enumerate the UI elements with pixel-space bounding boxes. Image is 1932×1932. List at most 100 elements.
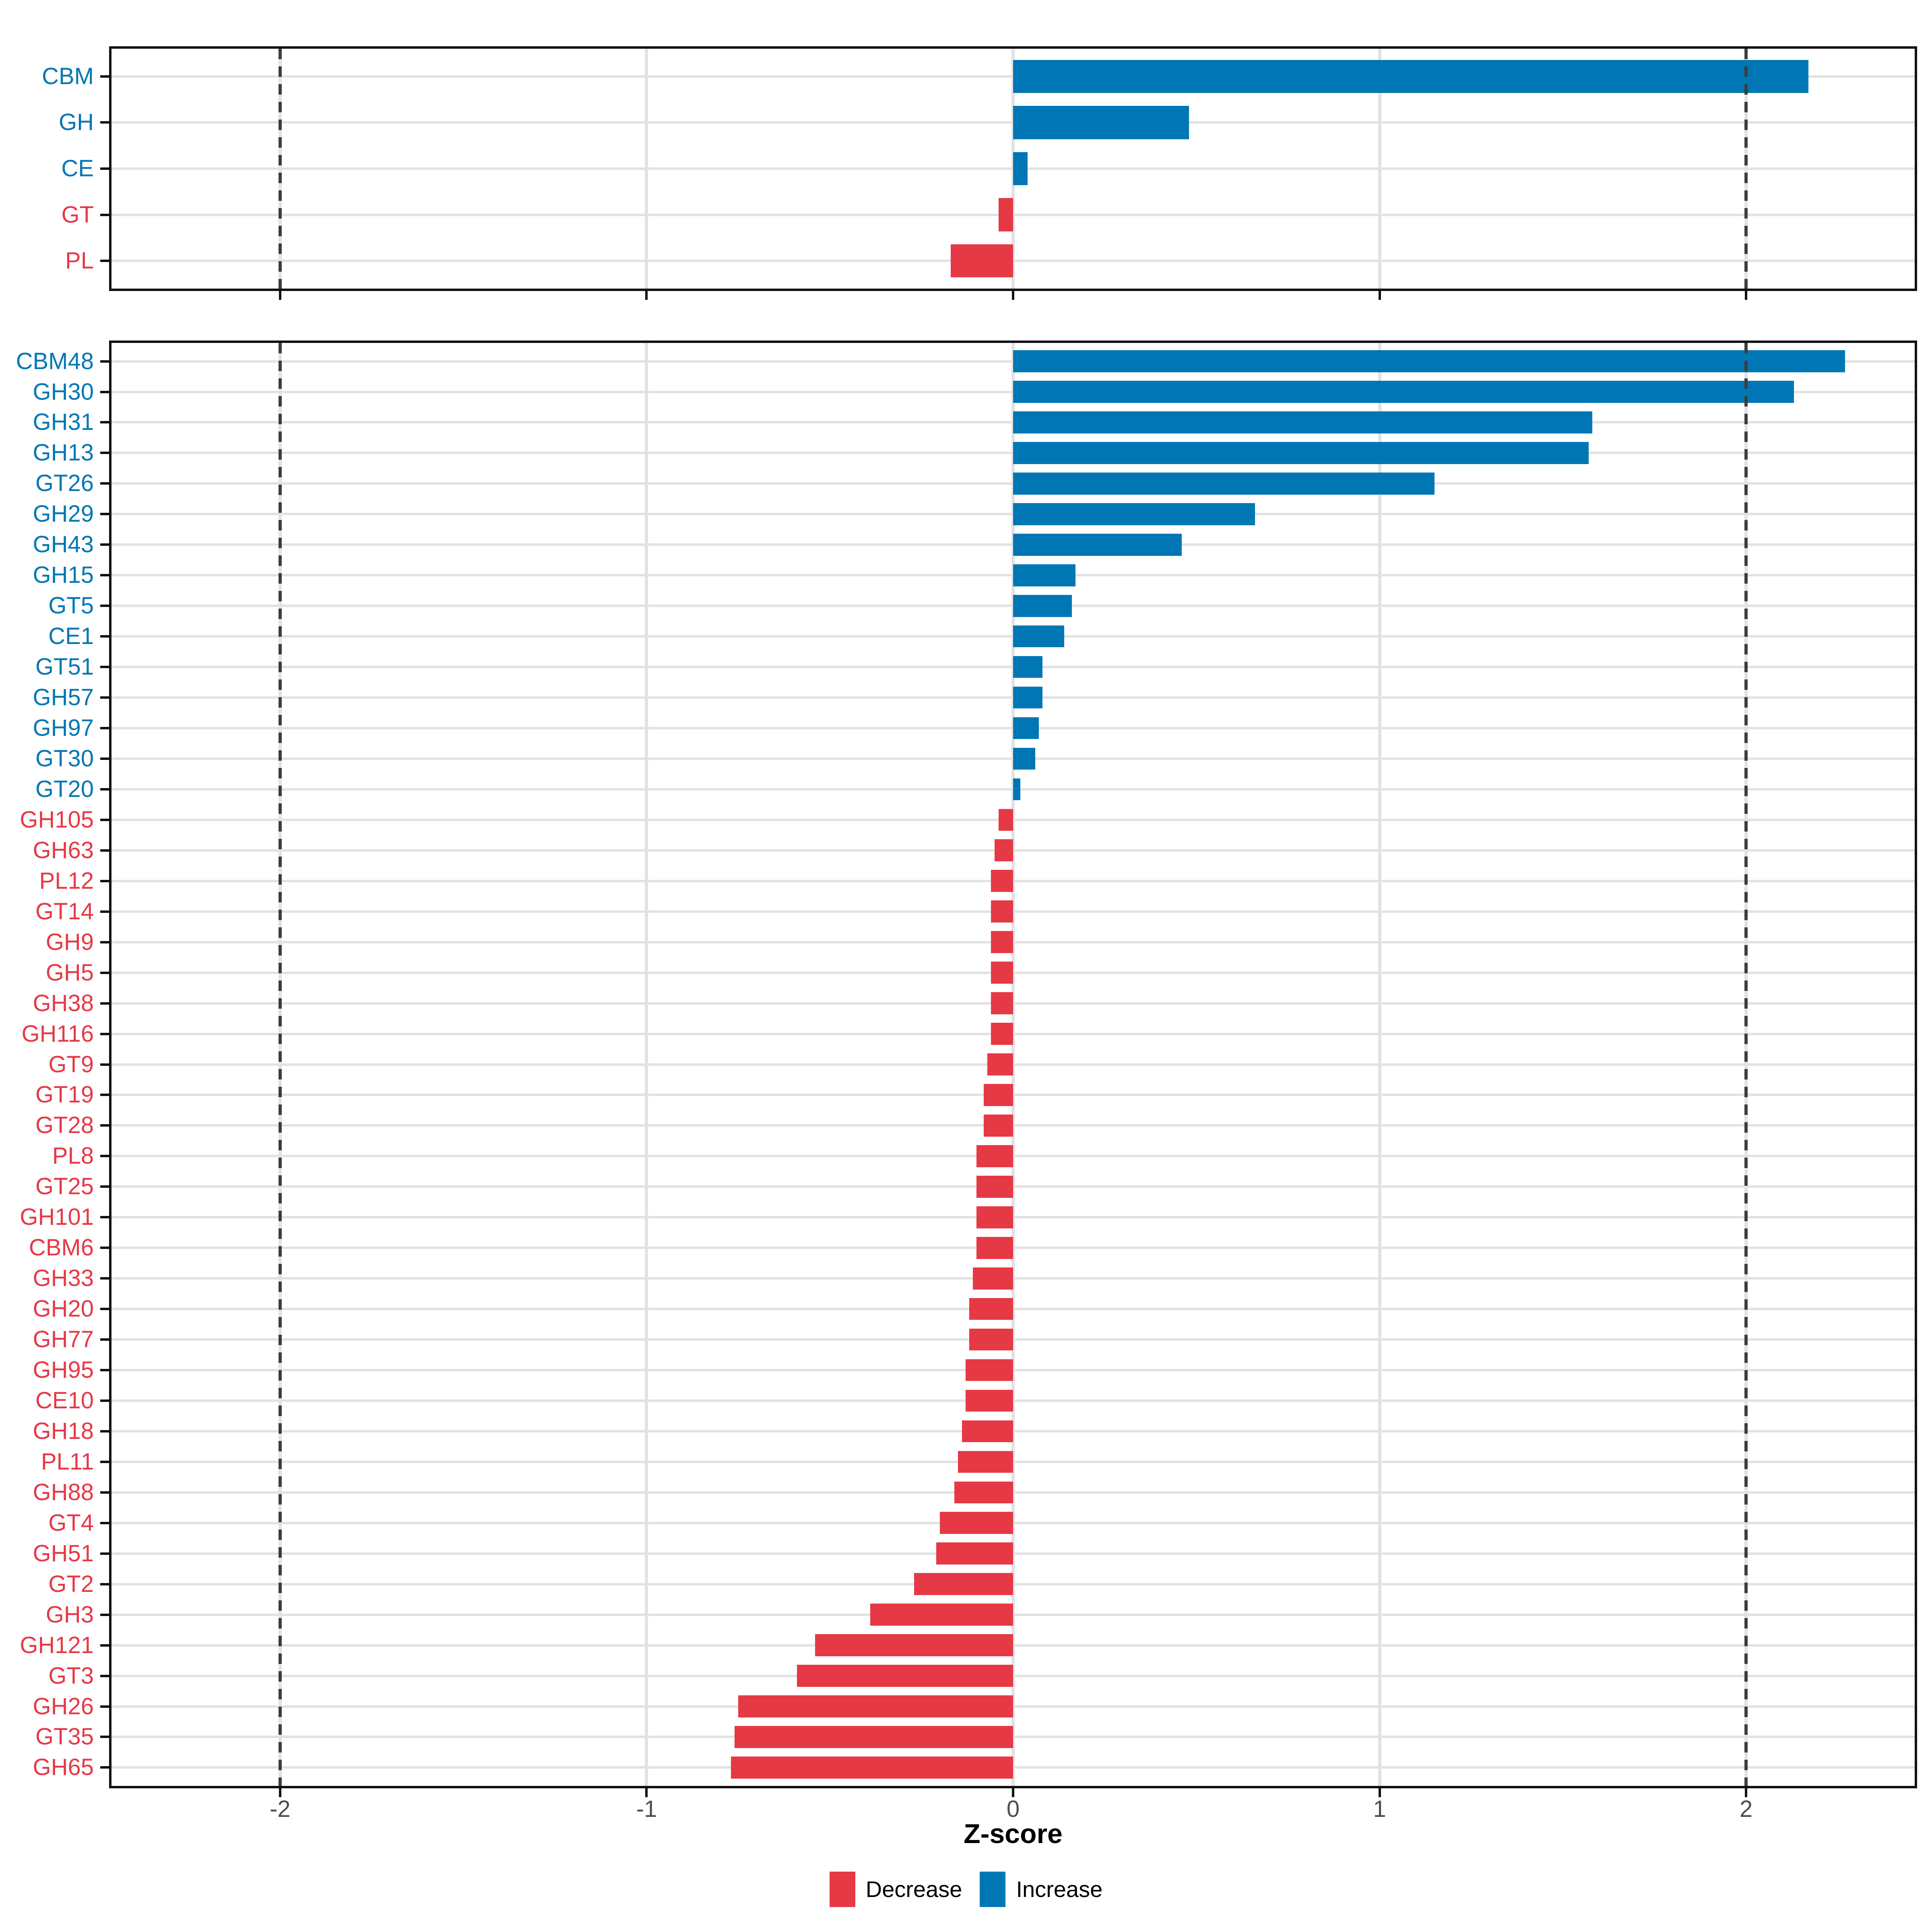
y-axis-label-GH116: GH116 bbox=[21, 1020, 94, 1047]
y-axis-label-GT: GT bbox=[61, 201, 94, 228]
bar-GH38 bbox=[991, 992, 1013, 1014]
legend-item-increase: Increase bbox=[980, 1872, 1102, 1907]
y-tick-mark bbox=[100, 121, 109, 124]
y-axis-label-GH88: GH88 bbox=[33, 1479, 94, 1505]
x-tick-label: -2 bbox=[270, 1796, 291, 1822]
y-axis-label-GT2: GT2 bbox=[48, 1571, 94, 1597]
y-axis-label-GH105: GH105 bbox=[20, 806, 94, 833]
bar-GH9 bbox=[991, 931, 1013, 953]
y-gridline bbox=[111, 1583, 1915, 1585]
y-gridline bbox=[111, 941, 1915, 943]
y-tick-mark bbox=[100, 1552, 109, 1555]
x-tick-mark bbox=[645, 1788, 648, 1797]
y-axis-label-PL: PL bbox=[65, 248, 94, 274]
y-tick-mark bbox=[100, 1216, 109, 1219]
x-tick-mark bbox=[1378, 1788, 1381, 1797]
y-tick-mark bbox=[100, 879, 109, 882]
y-axis-label-GH13: GH13 bbox=[33, 440, 94, 466]
y-axis-label-GH20: GH20 bbox=[33, 1296, 94, 1322]
y-gridline bbox=[111, 1491, 1915, 1494]
y-axis-label-GH29: GH29 bbox=[33, 501, 94, 527]
y-tick-mark bbox=[100, 1521, 109, 1524]
bar-GT30 bbox=[1013, 747, 1035, 770]
bar-PL11 bbox=[958, 1451, 1013, 1473]
y-tick-mark bbox=[100, 213, 109, 216]
x-tick-mark bbox=[1012, 1788, 1014, 1797]
bar-GH bbox=[1013, 106, 1189, 139]
y-gridline bbox=[111, 1063, 1915, 1066]
y-tick-mark bbox=[100, 849, 109, 852]
bar-GT25 bbox=[976, 1175, 1013, 1198]
x-tick-label: 1 bbox=[1373, 1796, 1386, 1822]
y-gridline bbox=[111, 1185, 1915, 1188]
bar-CE10 bbox=[965, 1389, 1013, 1412]
x-tick-label: 0 bbox=[1006, 1796, 1020, 1822]
y-gridline bbox=[111, 1094, 1915, 1096]
y-axis-label-GT19: GT19 bbox=[35, 1082, 94, 1108]
x-tick-mark bbox=[1378, 291, 1381, 300]
dashed-refline bbox=[278, 343, 282, 1786]
y-gridline bbox=[111, 1308, 1915, 1311]
y-gridline bbox=[111, 260, 1915, 262]
bar-GT9 bbox=[987, 1053, 1013, 1075]
y-axis-label-CBM6: CBM6 bbox=[29, 1234, 94, 1261]
y-tick-mark bbox=[100, 1460, 109, 1463]
y-tick-mark bbox=[100, 1766, 109, 1769]
y-tick-mark bbox=[100, 360, 109, 363]
y-tick-mark bbox=[100, 1644, 109, 1647]
y-axis-label-GT30: GT30 bbox=[35, 745, 94, 772]
y-axis-label-GT25: GT25 bbox=[35, 1173, 94, 1200]
bar-GH101 bbox=[976, 1206, 1013, 1228]
y-axis-label-GH: GH bbox=[59, 109, 94, 136]
y-tick-mark bbox=[100, 1674, 109, 1677]
bar-GT20 bbox=[1013, 778, 1021, 801]
bar-GH97 bbox=[1013, 717, 1039, 739]
y-axis-label-GH77: GH77 bbox=[33, 1326, 94, 1353]
y-gridline bbox=[111, 1430, 1915, 1432]
bar-PL8 bbox=[976, 1145, 1013, 1167]
y-gridline bbox=[111, 1155, 1915, 1158]
legend-key-increase bbox=[980, 1872, 1006, 1907]
bar-GH18 bbox=[962, 1420, 1013, 1443]
y-gridline bbox=[111, 1124, 1915, 1127]
y-gridline bbox=[111, 818, 1915, 821]
y-axis-label-CE: CE bbox=[61, 155, 94, 182]
y-tick-mark bbox=[100, 452, 109, 454]
y-axis-label-GH3: GH3 bbox=[45, 1601, 94, 1628]
y-tick-mark bbox=[100, 1277, 109, 1280]
bar-GT3 bbox=[797, 1665, 1013, 1687]
y-tick-mark bbox=[100, 696, 109, 699]
y-tick-mark bbox=[100, 421, 109, 424]
y-tick-mark bbox=[100, 543, 109, 546]
x-tick-mark bbox=[279, 1788, 281, 1797]
y-axis-label-GT35: GT35 bbox=[35, 1724, 94, 1750]
bar-GH3 bbox=[870, 1604, 1013, 1626]
y-axis-label-GH43: GH43 bbox=[33, 531, 94, 558]
y-tick-mark bbox=[100, 1583, 109, 1585]
y-tick-mark bbox=[100, 1124, 109, 1127]
y-tick-mark bbox=[100, 1736, 109, 1738]
y-tick-mark bbox=[100, 390, 109, 393]
y-tick-mark bbox=[100, 1705, 109, 1708]
y-gridline bbox=[111, 971, 1915, 974]
dashed-refline bbox=[1744, 49, 1748, 289]
y-axis-label-CE1: CE1 bbox=[48, 623, 94, 650]
bar-GH77 bbox=[969, 1328, 1013, 1351]
bar-CBM6 bbox=[976, 1236, 1013, 1259]
bar-CBM48 bbox=[1013, 350, 1845, 372]
y-gridline bbox=[111, 1032, 1915, 1035]
legend-item-decrease: Decrease bbox=[829, 1872, 962, 1907]
y-axis-label-PL8: PL8 bbox=[52, 1143, 94, 1169]
y-tick-mark bbox=[100, 941, 109, 943]
bar-GH20 bbox=[969, 1298, 1013, 1320]
y-tick-mark bbox=[100, 75, 109, 78]
y-axis-label-CBM48: CBM48 bbox=[16, 348, 94, 374]
y-tick-mark bbox=[100, 1247, 109, 1249]
y-axis-label-GH97: GH97 bbox=[33, 715, 94, 741]
bar-GH31 bbox=[1013, 411, 1592, 433]
legend-label-increase: Increase bbox=[1016, 1876, 1103, 1902]
bar-GH121 bbox=[815, 1634, 1013, 1656]
y-axis-label-GT20: GT20 bbox=[35, 776, 94, 802]
y-tick-mark bbox=[100, 1369, 109, 1372]
